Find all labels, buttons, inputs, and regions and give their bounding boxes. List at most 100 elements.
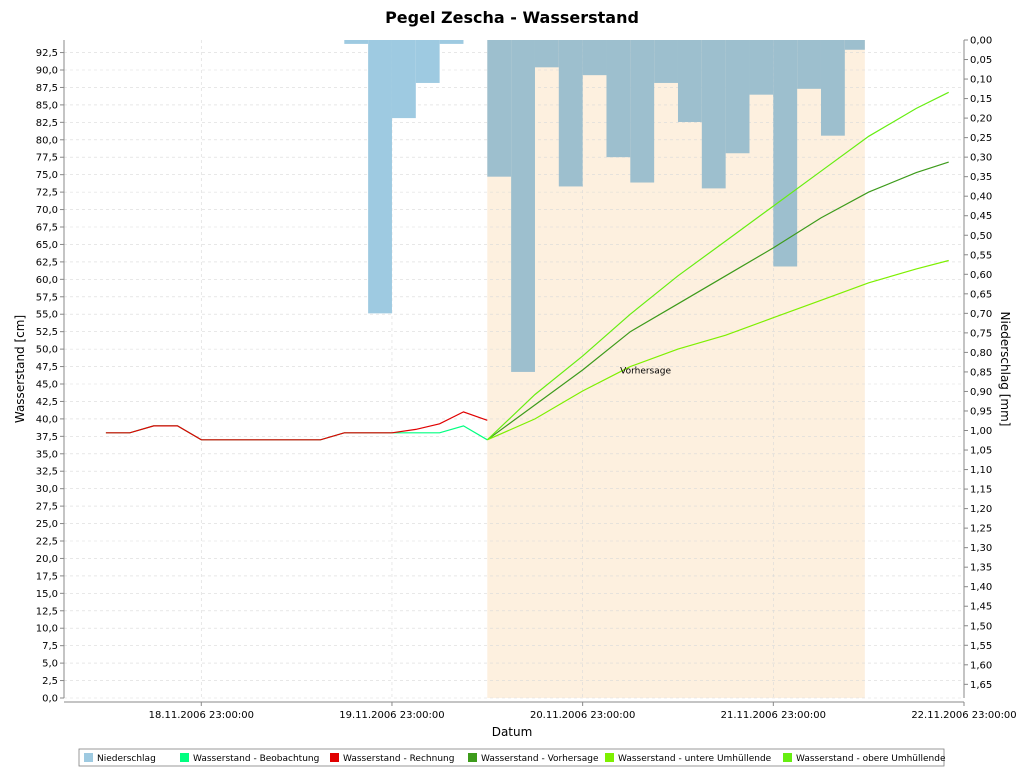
y-tick-label: 52,5	[36, 327, 58, 338]
y2-tick-label: 1,55	[970, 641, 992, 652]
y2-tick-label: 0,30	[970, 153, 992, 164]
series-line	[486, 91, 949, 441]
y2-tick-label: 0,10	[970, 75, 992, 86]
y2-tick-label: 0,65	[970, 289, 992, 300]
y-tick-label: 80,0	[36, 135, 58, 146]
series-line	[486, 161, 949, 441]
precipitation-bar	[487, 40, 512, 177]
y2-tick-label: 1,25	[970, 524, 992, 535]
y2-tick-label: 1,40	[970, 582, 992, 593]
precipitation-bar	[368, 40, 392, 314]
precipitation-bar	[797, 40, 821, 89]
y-tick-label: 15,0	[36, 589, 58, 600]
y2-tick-label: 0,45	[970, 211, 992, 222]
y2-tick-label: 1,45	[970, 602, 992, 613]
y-tick-label: 67,5	[36, 223, 58, 234]
y-tick-label: 85,0	[36, 100, 58, 111]
precipitation-bar	[773, 40, 798, 267]
y-axis-title: Wasserstand [cm]	[13, 315, 27, 423]
y-tick-label: 90,0	[36, 66, 58, 77]
precipitation-bar	[725, 40, 750, 154]
y2-tick-label: 0,90	[970, 387, 992, 398]
legend-label: Wasserstand - obere Umhüllende	[796, 754, 946, 764]
y2-tick-label: 1,65	[970, 680, 992, 691]
y2-tick-label: 0,60	[970, 270, 992, 281]
y2-tick-label: 0,50	[970, 231, 992, 242]
x-tick-label: 22.11.2006 23:00:00	[911, 710, 1016, 721]
chart-title: Pegel Zescha - Wasserstand	[385, 8, 639, 27]
y-tick-label: 25,0	[36, 519, 58, 530]
series-line	[487, 259, 949, 441]
legend-swatch	[783, 753, 792, 762]
y2-tick-label: 0,25	[970, 133, 992, 144]
y-tick-label: 2,5	[42, 676, 58, 687]
y-tick-label: 87,5	[36, 83, 58, 94]
precipitation-bar	[558, 40, 583, 187]
y-tick-label: 47,5	[36, 362, 58, 373]
y-tick-label: 70,0	[36, 205, 58, 216]
forecast-region	[487, 40, 865, 698]
x-tick-label: 21.11.2006 23:00:00	[721, 710, 826, 721]
precipitation-bar	[439, 40, 464, 44]
precipitation-bar	[606, 40, 631, 158]
y2-axis-title: Niederschlag [mm]	[998, 312, 1012, 427]
precipitation-bar	[511, 40, 535, 372]
y2-tick-label: 0,35	[970, 172, 992, 183]
legend-label: Wasserstand - Vorhersage	[481, 754, 599, 764]
y-tick-label: 60,0	[36, 275, 58, 286]
y2-tick-label: 0,70	[970, 309, 992, 320]
legend-label: Wasserstand - Rechnung	[343, 754, 454, 764]
x-tick-label: 18.11.2006 23:00:00	[149, 710, 254, 721]
y2-tick-label: 0,05	[970, 55, 992, 66]
precipitation-bar	[701, 40, 726, 189]
x-tick-label: 20.11.2006 23:00:00	[530, 710, 635, 721]
y2-tick-label: 0,80	[970, 348, 992, 359]
y-tick-label: 32,5	[36, 467, 58, 478]
y-tick-label: 82,5	[36, 118, 58, 129]
y-tick-label: 20,0	[36, 554, 58, 565]
y-tick-label: 62,5	[36, 257, 58, 268]
y2-tick-label: 1,00	[970, 426, 992, 437]
y-tick-label: 75,0	[36, 170, 58, 181]
legend-box	[78, 748, 945, 767]
y2-tick-label: 1,30	[970, 543, 992, 554]
y2-tick-label: 0,15	[970, 94, 992, 105]
y-tick-label: 12,5	[36, 606, 58, 617]
y-tick-label: 57,5	[36, 292, 58, 303]
y-tick-label: 92,5	[36, 48, 58, 59]
precipitation-bar	[820, 40, 845, 136]
legend: Niederschlag Wasserstand - Beobachtung Was…	[78, 748, 946, 767]
legend-swatch	[84, 753, 93, 762]
y-tick-label: 10,0	[36, 624, 58, 635]
y-tick-label: 27,5	[36, 502, 58, 513]
precipitation-bar	[582, 40, 607, 76]
forecast-annotation: Vorhersage	[620, 367, 671, 377]
y2-tick-label: 1,15	[970, 485, 992, 496]
y-tick-label: 55,0	[36, 310, 58, 321]
y2-tick-label: 0,75	[970, 328, 992, 339]
y-tick-label: 40,0	[36, 414, 58, 425]
legend-label: Wasserstand - untere Umhüllende	[618, 754, 772, 764]
y2-tick-label: 1,20	[970, 504, 992, 515]
precipitation-bar	[630, 40, 655, 183]
legend-swatch	[605, 753, 614, 762]
precipitation-bar	[749, 40, 774, 95]
legend-label: Niederschlag	[97, 754, 156, 764]
y-tick-label: 45,0	[36, 380, 58, 391]
y-tick-label: 7,5	[42, 641, 58, 652]
y-tick-label: 37,5	[36, 432, 58, 443]
y-tick-label: 17,5	[36, 571, 58, 582]
y-tick-label: 35,0	[36, 449, 58, 460]
y-tick-label: 65,0	[36, 240, 58, 251]
y2-tick-label: 1,05	[970, 446, 992, 457]
y2-tick-label: 1,50	[970, 621, 992, 632]
y2-tick-label: 0,85	[970, 367, 992, 378]
y2-tick-label: 0,95	[970, 406, 992, 417]
precipitation-bar	[415, 40, 440, 83]
y2-tick-label: 1,35	[970, 563, 992, 574]
legend-swatch	[468, 753, 477, 762]
y2-tick-label: 1,60	[970, 660, 992, 671]
precipitation-bar	[391, 40, 416, 119]
y-tick-label: 5,0	[42, 659, 58, 670]
